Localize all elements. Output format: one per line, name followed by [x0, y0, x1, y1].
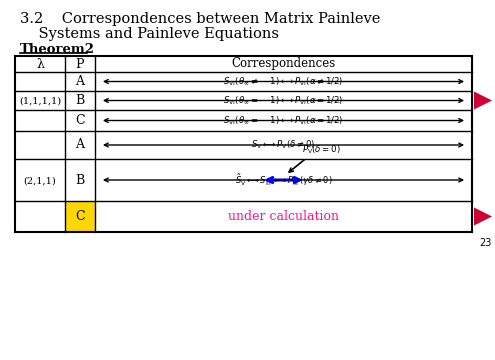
Text: 23: 23	[480, 238, 492, 248]
Text: Theorem2: Theorem2	[20, 43, 95, 56]
Polygon shape	[474, 91, 492, 109]
Text: C: C	[75, 114, 85, 127]
Text: (1,1,1,1): (1,1,1,1)	[19, 97, 61, 106]
Text: B: B	[75, 174, 85, 186]
Text: 3.2    Correspondences between Matrix Painleve: 3.2 Correspondences between Matrix Painl…	[20, 12, 380, 26]
Text: A: A	[76, 75, 85, 88]
Text: $S_{\rm VI}(\theta_{\infty} \neq -1) \longleftrightarrow P_{\rm VI}(\alpha \neq : $S_{\rm VI}(\theta_{\infty} \neq -1) \lo…	[223, 75, 344, 88]
Text: λ: λ	[36, 58, 44, 71]
Text: P: P	[76, 58, 84, 71]
Text: A: A	[76, 139, 85, 152]
Text: Systems and Painleve Equations: Systems and Painleve Equations	[20, 27, 279, 41]
Text: $P_{\rm V}(\delta = 0)$: $P_{\rm V}(\delta = 0)$	[301, 144, 341, 156]
Bar	[65, 201, 95, 232]
Polygon shape	[474, 207, 492, 225]
Text: (2,1,1): (2,1,1)	[24, 177, 56, 186]
Text: $S_{\rm VI}(\theta_{\infty} = -1) \longleftrightarrow P_{\rm VI}(\alpha = 1/2)$: $S_{\rm VI}(\theta_{\infty} = -1) \longl…	[223, 114, 344, 127]
Text: $S_{\rm VI}(\theta_{\infty} = -1) \longleftrightarrow P_{\rm VI}(\alpha = 1/2)$: $S_{\rm VI}(\theta_{\infty} = -1) \longl…	[223, 94, 344, 107]
Text: B: B	[75, 94, 85, 107]
Text: under calculation: under calculation	[228, 210, 339, 223]
Text: $\tilde{S}_{\rm V} \longleftrightarrow S_{\rm III^{\prime}} \longleftrightarrow : $\tilde{S}_{\rm V} \longleftrightarrow S…	[235, 173, 332, 188]
Text: C: C	[75, 210, 85, 223]
Text: $S_{\rm V} \longleftrightarrow P_{\rm V}(\delta \neq 0)$: $S_{\rm V} \longleftrightarrow P_{\rm V}…	[251, 139, 316, 151]
Text: Correspondences: Correspondences	[231, 58, 336, 71]
